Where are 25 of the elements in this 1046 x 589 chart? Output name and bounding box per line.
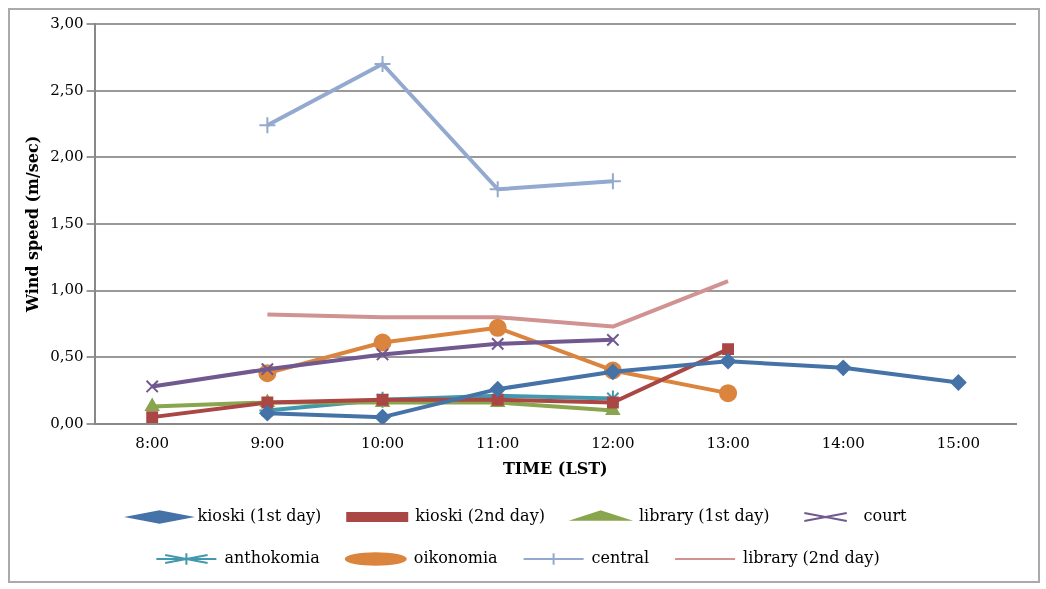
y-tick-label: 1,50 — [50, 213, 84, 232]
x-tick-label: 14:00 — [821, 433, 865, 452]
y-tick-label: 3,00 — [50, 13, 84, 32]
y-tick-label: 0,00 — [50, 413, 84, 432]
legend-label: library (2nd day) — [743, 548, 880, 568]
y-tick-label: 2,00 — [50, 147, 84, 166]
x-tick-label: 10:00 — [360, 433, 405, 452]
x-tick-label: 8:00 — [135, 433, 170, 452]
legend-label: kioski (2nd day) — [415, 506, 545, 526]
y-tick-label: 2,50 — [50, 80, 84, 99]
x-axis-title: TIME (LST) — [502, 458, 608, 478]
legend-label: court — [863, 506, 908, 526]
x-tick-label: 12:00 — [591, 433, 635, 452]
legend-label: kioski (1st day) — [197, 506, 322, 526]
legend-label: oikonomia — [413, 548, 499, 568]
y-tick-label: 1,00 — [50, 280, 84, 299]
legend-label: anthokomia — [224, 548, 321, 568]
y-tick-label: 0,50 — [50, 347, 84, 366]
x-tick-label: 13:00 — [706, 433, 750, 452]
legend-label: library (1st day) — [638, 506, 770, 526]
y-axis-title: Wind speed (m/sec) — [22, 135, 42, 314]
x-tick-label: 11:00 — [476, 433, 520, 452]
x-tick-label: 9:00 — [250, 433, 285, 452]
x-tick-label: 15:00 — [936, 433, 981, 452]
legend-label: central — [591, 548, 650, 568]
